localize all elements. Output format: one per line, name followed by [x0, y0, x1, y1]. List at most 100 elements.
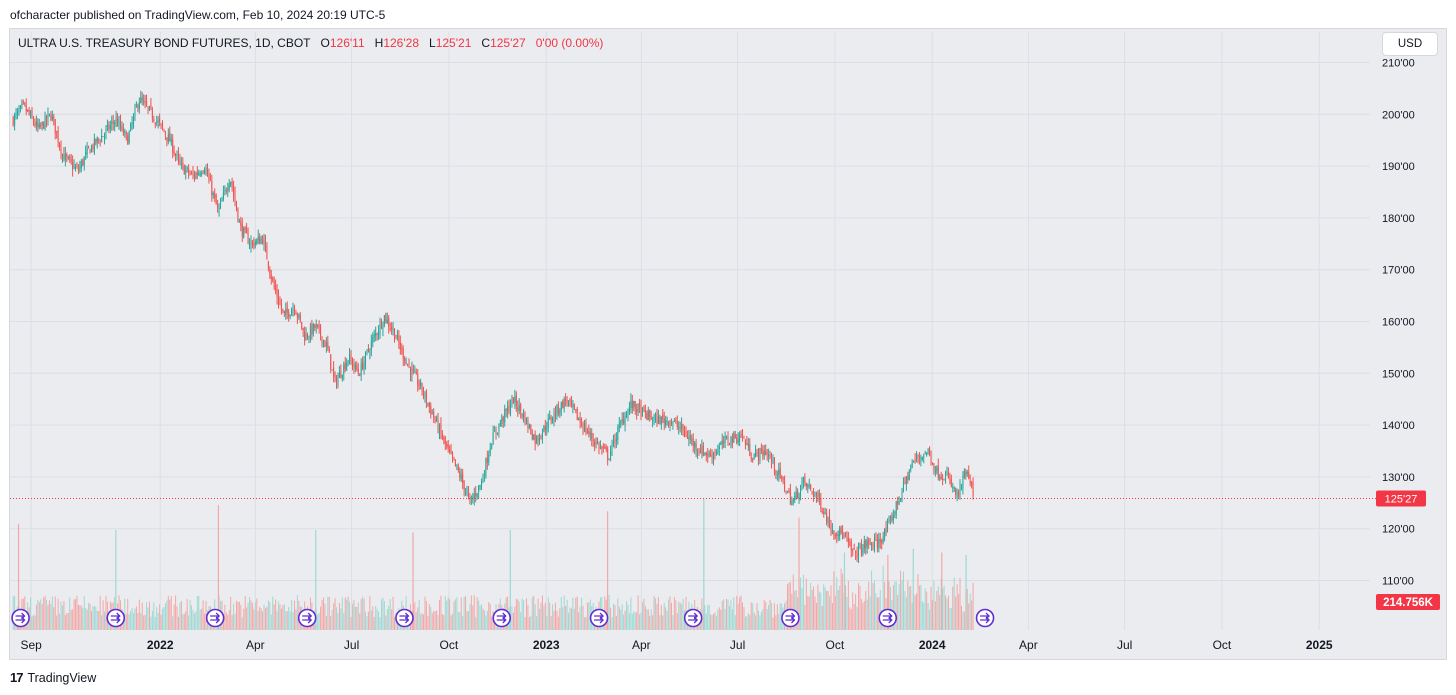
- candle-body: [95, 138, 97, 144]
- volume-bar: [956, 584, 958, 630]
- candle-body: [182, 162, 184, 165]
- candle-body: [901, 491, 903, 500]
- volume-bar: [247, 602, 249, 630]
- dividend-event-icon[interactable]: [297, 608, 317, 628]
- volume-bar: [676, 613, 678, 630]
- tradingview-footer[interactable]: 17 TradingView: [10, 670, 96, 685]
- volume-bar: [911, 603, 913, 630]
- dividend-event-icon[interactable]: [878, 608, 898, 628]
- volume-bar: [512, 612, 514, 630]
- candle-body: [650, 415, 652, 420]
- volume-bar: [659, 615, 661, 630]
- candle-body: [82, 160, 84, 165]
- dividend-event-icon[interactable]: [683, 608, 703, 628]
- candle-body: [756, 450, 758, 452]
- volume-bar: [147, 607, 149, 630]
- candle-body: [320, 326, 322, 337]
- volume-bar: [621, 604, 623, 630]
- candle-body: [57, 130, 59, 143]
- volume-bar: [483, 610, 485, 630]
- candle-body: [220, 201, 222, 208]
- volume-bar: [157, 612, 159, 630]
- candle-body: [570, 398, 572, 406]
- price-tick-label: 210'00: [1382, 58, 1415, 70]
- candle-body: [336, 378, 338, 386]
- legend-symbol[interactable]: ULTRA U.S. TREASURY BOND FUTURES, 1D, CB…: [18, 36, 311, 50]
- volume-bar: [620, 609, 622, 630]
- volume-bar: [530, 615, 532, 630]
- candle-body: [351, 359, 353, 367]
- candle-body: [32, 118, 34, 123]
- dividend-event-icon[interactable]: [205, 608, 225, 628]
- candle-body: [465, 491, 467, 493]
- candle-body: [615, 438, 617, 442]
- candle-body: [639, 404, 641, 407]
- candle-body: [333, 367, 335, 377]
- candle-body: [485, 458, 487, 477]
- candle-body: [457, 467, 459, 471]
- volume-bar: [639, 614, 641, 630]
- candle-body: [418, 385, 420, 387]
- candle-body: [733, 432, 735, 443]
- candle-body: [385, 313, 387, 322]
- chart-pane[interactable]: [9, 28, 1447, 660]
- candle-body: [188, 168, 190, 174]
- candle-body: [943, 479, 945, 481]
- candle-body: [195, 173, 197, 179]
- volume-bar: [829, 596, 831, 630]
- candle-body: [402, 348, 404, 360]
- dividend-event-icon[interactable]: [492, 608, 512, 628]
- volume-bar: [285, 611, 287, 630]
- volume-bar: [824, 587, 826, 630]
- dividend-event-icon[interactable]: [975, 608, 995, 628]
- candle-body: [41, 122, 43, 125]
- candle-body: [897, 501, 899, 504]
- candle-body: [154, 122, 156, 124]
- candle-body: [640, 405, 642, 417]
- dividend-event-icon[interactable]: [395, 608, 414, 628]
- candle-body: [747, 443, 749, 447]
- candle-body: [929, 447, 931, 455]
- volume-bar: [765, 602, 767, 630]
- candle-body: [135, 105, 137, 108]
- candle-body: [794, 495, 796, 500]
- volume-bar: [818, 591, 820, 630]
- volume-bar: [67, 612, 69, 630]
- volume-bar: [466, 610, 468, 630]
- currency-button[interactable]: USD: [1382, 32, 1438, 56]
- candle-body: [473, 494, 475, 499]
- volume-bar: [647, 609, 649, 630]
- candle-body: [858, 547, 860, 557]
- dividend-event-icon[interactable]: [589, 608, 609, 628]
- candle-body: [547, 418, 549, 428]
- candle-body: [581, 423, 583, 425]
- volume-bar: [251, 602, 253, 630]
- volume-bar: [617, 598, 619, 630]
- candle-body: [781, 476, 783, 478]
- volume-bar: [280, 608, 282, 630]
- candle-body: [788, 489, 790, 492]
- volume-bar: [589, 599, 591, 630]
- dividend-event-icon[interactable]: [11, 608, 30, 628]
- dividend-event-icon[interactable]: [781, 608, 800, 628]
- dividend-event-icon[interactable]: [106, 608, 126, 628]
- candle-body: [534, 434, 536, 444]
- price-tick-label: 120'00: [1382, 524, 1415, 536]
- candle-body: [969, 480, 971, 483]
- candle-body: [460, 475, 462, 479]
- volume-bar: [576, 596, 578, 630]
- volume-bar: [704, 605, 706, 630]
- candle-body: [736, 437, 738, 443]
- candle-body: [823, 511, 825, 514]
- candle-body: [204, 170, 206, 174]
- volume-bar: [744, 616, 746, 630]
- candle-body: [260, 238, 262, 243]
- candle-body: [652, 420, 654, 422]
- legend-low-value: 125'21: [435, 36, 472, 50]
- volume-bar: [662, 615, 664, 630]
- volume-bar: [653, 596, 655, 630]
- volume-bar: [682, 598, 684, 630]
- volume-bar: [224, 604, 226, 630]
- volume-bar: [246, 607, 248, 630]
